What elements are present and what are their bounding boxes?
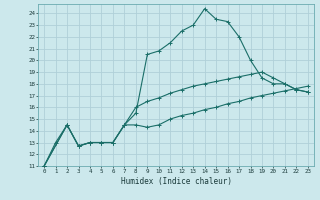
X-axis label: Humidex (Indice chaleur): Humidex (Indice chaleur) [121,177,231,186]
